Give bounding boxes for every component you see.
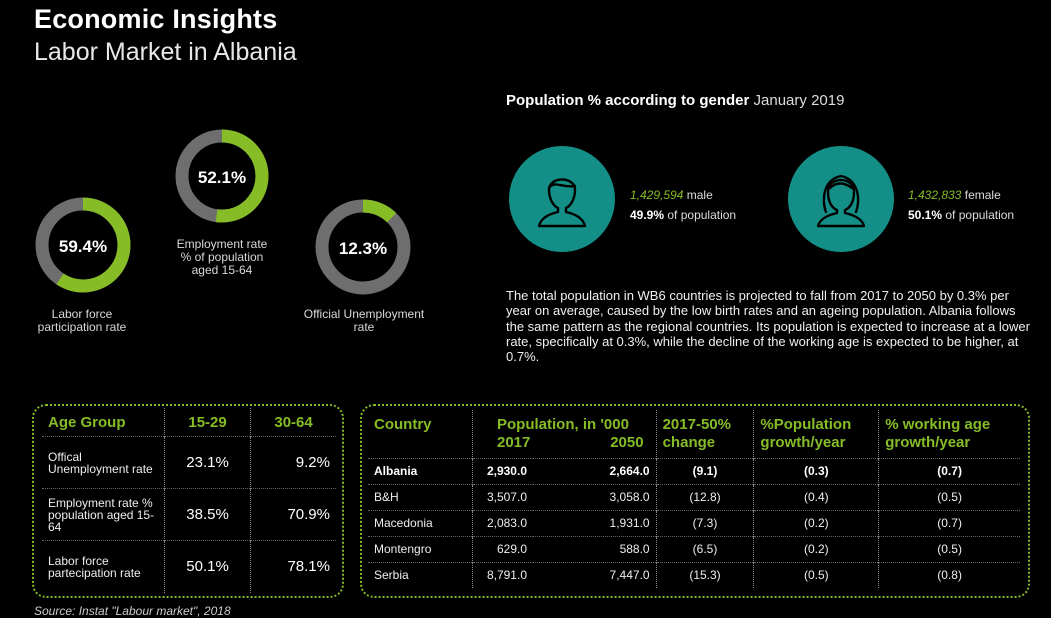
population-paragraph: The total population in WB6 countries is… (506, 288, 1030, 365)
table-row: Albania 2,930.0 2,664.0 (9.1) (0.3) (0.7… (368, 457, 1020, 484)
donut-value: 52.1% (198, 168, 246, 187)
page-subtitle: Labor Market in Albania (34, 38, 297, 66)
age-header-group: Age Group (48, 413, 126, 431)
donut-label-unemployment: Official Unemployment rate (303, 307, 425, 334)
country-table-frame (360, 404, 1030, 598)
table-row: Montengro 629.0 588.0 (6.5) (0.2) (0.5) (368, 535, 1020, 562)
country-table: Country Population, in '000 2017 2050 201… (368, 410, 1020, 588)
donut-arc (35, 197, 131, 293)
female-stat: 1,432,833 female 50.1% of population (908, 188, 1015, 222)
age-header-30-64: 30-64 (250, 408, 336, 437)
donut-label-employment: Employment rate% of population aged 15-64 (176, 237, 268, 277)
age-row-value: 23.1% (163, 436, 251, 489)
donut-value: 59.4% (59, 237, 107, 256)
age-group-table: Age Group 15-29 30-64 Offical Unemployme… (42, 408, 336, 593)
source-note: Source: Instat "Labour market", 2018 (34, 604, 231, 618)
age-row-value: 38.5% (163, 488, 251, 541)
donut-arc (315, 199, 411, 295)
male-circle (509, 146, 615, 252)
age-row-value: 50.1% (163, 540, 251, 593)
table-row: Macedonia 2,083.0 1,931.0 (7.3) (0.2) (0… (368, 509, 1020, 536)
donut-arc (175, 129, 269, 223)
age-row-value: 9.2% (250, 436, 336, 489)
working-growth-header: % working age growth/year (878, 410, 1020, 458)
age-header-15-29: 15-29 (163, 408, 251, 437)
change-header: 2017-50% change (655, 410, 754, 458)
age-row-value: 78.1% (250, 540, 336, 593)
donut-value: 12.3% (339, 239, 387, 258)
donut-label-labor-force: Labor force participation rate (37, 307, 127, 334)
female-circle (788, 146, 894, 252)
donut-labor-force: 59.4% (34, 196, 132, 294)
male-head-icon (537, 178, 587, 228)
age-row-label: Labor force partecipation rate (42, 540, 165, 593)
growth-header: %Population growth/year (753, 410, 879, 458)
age-row-label: Employment rate % population aged 15-64 (42, 488, 165, 541)
female-head-icon (816, 174, 866, 228)
donut-unemployment: 12.3% (314, 198, 412, 296)
country-header: Country (374, 416, 432, 433)
table-row: B&H 3,507.0 3,058.0 (12.8) (0.4) (0.5) (368, 483, 1020, 510)
page-title: Economic Insights (34, 4, 278, 34)
age-row-value: 70.9% (250, 488, 336, 541)
age-row-label: Offical Unemployment rate (42, 436, 165, 489)
donut-employment: 52.1% (174, 128, 270, 224)
age-table-frame (32, 404, 344, 598)
population-header: Population, in '000 2017 2050 (472, 410, 657, 458)
table-row: Serbia 8,791.0 7,447.0 (15.3) (0.5) (0.8… (368, 561, 1020, 588)
male-stat: 1,429,594 male 49.9% of population (630, 188, 737, 222)
population-heading: Population % according to gender January… (506, 92, 845, 109)
